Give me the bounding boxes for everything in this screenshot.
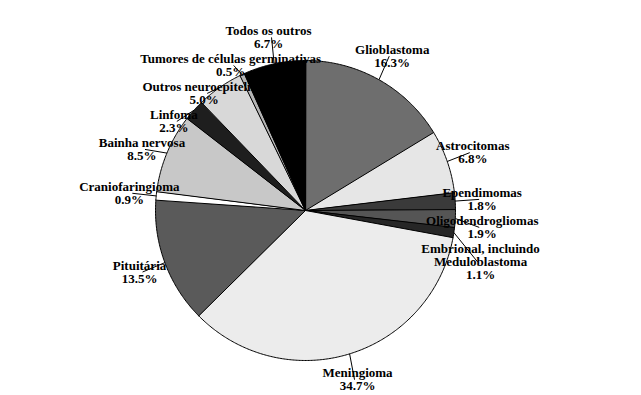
svg-text:Bainha nervosa8.5%: Bainha nervosa8.5%: [99, 135, 186, 163]
svg-text:Craniofaringioma0.9%: Craniofaringioma0.9%: [79, 179, 180, 207]
svg-text:Pituitária13.5%: Pituitária13.5%: [113, 258, 167, 286]
svg-text:Tumores de células germinativa: Tumores de células germinativas0.5%: [140, 51, 321, 79]
svg-text:Ependimomas1.8%: Ependimomas1.8%: [442, 185, 521, 213]
svg-text:Astrocitomas6.8%: Astrocitomas6.8%: [436, 138, 509, 166]
svg-text:Oligodendrogliomas1.9%: Oligodendrogliomas1.9%: [426, 213, 538, 241]
svg-text:Outros neuroepiteliais5.0%: Outros neuroepiteliais5.0%: [142, 79, 265, 107]
svg-text:Todos os outros6.7%: Todos os outros6.7%: [226, 23, 312, 51]
svg-text:Glioblastoma16.3%: Glioblastoma16.3%: [355, 42, 430, 70]
svg-text:Embrional, incluindoMeduloblas: Embrional, incluindoMeduloblastoma1.1%: [421, 241, 539, 282]
svg-text:Meningioma34.7%: Meningioma34.7%: [323, 365, 394, 393]
svg-text:Linfoma2.3%: Linfoma2.3%: [150, 107, 198, 135]
